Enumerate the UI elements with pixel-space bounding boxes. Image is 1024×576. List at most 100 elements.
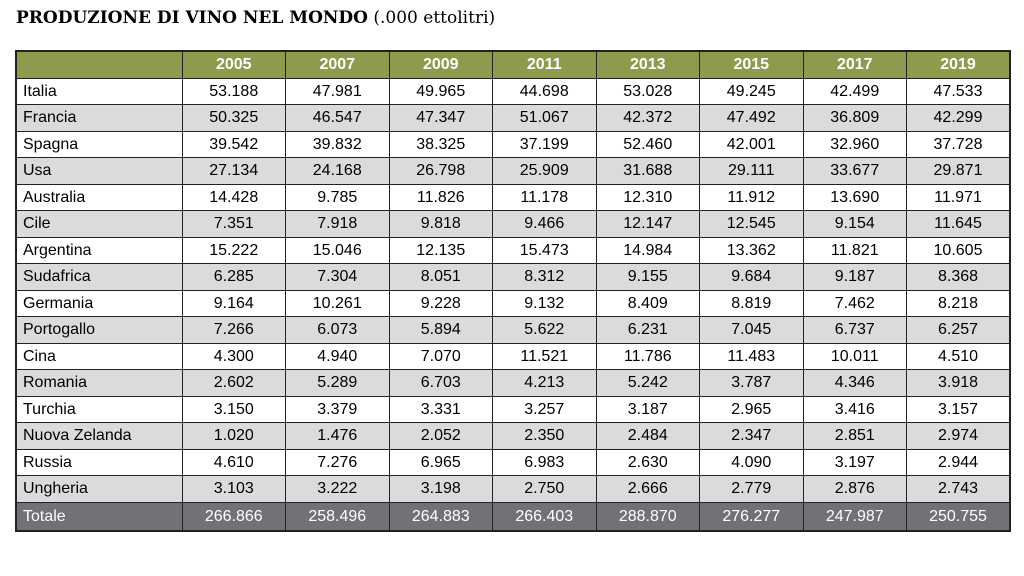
value-cell: 49.245 — [699, 77, 804, 105]
country-cell: Germania — [15, 289, 183, 317]
value-cell: 4.090 — [699, 448, 804, 476]
country-cell: Russia — [15, 448, 183, 476]
value-cell: 11.826 — [388, 183, 493, 211]
value-cell: 9.228 — [388, 289, 493, 317]
value-cell: 7.304 — [285, 263, 390, 291]
table-row: Australia 14.428 9.785 11.826 11.178 12.310 11… — [15, 183, 1011, 211]
value-cell: 27.134 — [181, 157, 286, 185]
value-cell: 2.876 — [802, 475, 907, 503]
value-cell: 3.103 — [181, 475, 286, 503]
value-cell: 3.157 — [906, 395, 1011, 423]
country-cell: Cile — [15, 210, 183, 238]
value-cell: 3.331 — [388, 395, 493, 423]
value-cell: 3.222 — [285, 475, 390, 503]
total-value-cell: 247.987 — [802, 501, 907, 531]
value-cell: 11.645 — [906, 210, 1011, 238]
table-row: Germania 9.164 10.261 9.228 9.132 8.409 8.819 7… — [15, 289, 1011, 317]
value-cell: 8.051 — [388, 263, 493, 291]
table-row: Italia 53.188 47.981 49.965 44.698 53.028 49.2… — [15, 77, 1011, 105]
total-row: Totale 266.866 258.496 264.883 266.403 288.87… — [15, 501, 1011, 531]
value-cell: 46.547 — [285, 104, 390, 132]
country-cell: Romania — [15, 369, 183, 397]
value-cell: 12.147 — [595, 210, 700, 238]
value-cell: 9.154 — [802, 210, 907, 238]
value-cell: 11.912 — [699, 183, 804, 211]
value-cell: 24.168 — [285, 157, 390, 185]
country-cell: Portogallo — [15, 316, 183, 344]
value-cell: 2.750 — [492, 475, 597, 503]
value-cell: 47.347 — [388, 104, 493, 132]
value-cell: 6.703 — [388, 369, 493, 397]
table-row: Argentina 15.222 15.046 12.135 15.473 14.984 1… — [15, 236, 1011, 264]
value-cell: 5.622 — [492, 316, 597, 344]
value-cell: 4.940 — [285, 342, 390, 370]
value-cell: 47.492 — [699, 104, 804, 132]
header-row: 2005 2007 2009 2011 2013 2015 2017 2019 — [15, 50, 1011, 79]
value-cell: 6.965 — [388, 448, 493, 476]
table-row: Romania 2.602 5.289 6.703 4.213 5.242 3.787 4.3… — [15, 369, 1011, 397]
value-cell: 11.178 — [492, 183, 597, 211]
value-cell: 3.257 — [492, 395, 597, 423]
value-cell: 26.798 — [388, 157, 493, 185]
table-row: Cina 4.300 4.940 7.070 11.521 11.786 11.483 10.… — [15, 342, 1011, 370]
value-cell: 37.199 — [492, 130, 597, 158]
value-cell: 4.510 — [906, 342, 1011, 370]
table-row: Spagna 39.542 39.832 38.325 37.199 52.460 42.0… — [15, 130, 1011, 158]
value-cell: 29.111 — [699, 157, 804, 185]
value-cell: 14.984 — [595, 236, 700, 264]
value-cell: 9.187 — [802, 263, 907, 291]
value-cell: 15.473 — [492, 236, 597, 264]
value-cell: 2.630 — [595, 448, 700, 476]
country-cell: Italia — [15, 77, 183, 105]
table-row: Sudafrica 6.285 7.304 8.051 8.312 9.155 9.684 9… — [15, 263, 1011, 291]
year-header: 2011 — [492, 50, 597, 79]
value-cell: 12.135 — [388, 236, 493, 264]
value-cell: 10.605 — [906, 236, 1011, 264]
value-cell: 7.045 — [699, 316, 804, 344]
value-cell: 4.213 — [492, 369, 597, 397]
value-cell: 9.155 — [595, 263, 700, 291]
value-cell: 2.851 — [802, 422, 907, 450]
value-cell: 12.310 — [595, 183, 700, 211]
value-cell: 9.466 — [492, 210, 597, 238]
value-cell: 39.542 — [181, 130, 286, 158]
country-cell: Sudafrica — [15, 263, 183, 291]
value-cell: 11.483 — [699, 342, 804, 370]
total-value-cell: 266.866 — [181, 501, 286, 531]
value-cell: 7.070 — [388, 342, 493, 370]
value-cell: 2.484 — [595, 422, 700, 450]
value-cell: 8.368 — [906, 263, 1011, 291]
value-cell: 7.918 — [285, 210, 390, 238]
value-cell: 13.362 — [699, 236, 804, 264]
value-cell: 7.276 — [285, 448, 390, 476]
value-cell: 37.728 — [906, 130, 1011, 158]
value-cell: 11.821 — [802, 236, 907, 264]
value-cell: 5.289 — [285, 369, 390, 397]
value-cell: 38.325 — [388, 130, 493, 158]
country-cell: Usa — [15, 157, 183, 185]
value-cell: 9.164 — [181, 289, 286, 317]
total-value-cell: 264.883 — [388, 501, 493, 531]
table-row: Nuova Zelanda 1.020 1.476 2.052 2.350 2.484 2.… — [15, 422, 1011, 450]
value-cell: 9.818 — [388, 210, 493, 238]
title-unit: (.000 ettolitri) — [373, 8, 496, 28]
value-cell: 11.786 — [595, 342, 700, 370]
value-cell: 42.372 — [595, 104, 700, 132]
country-cell: Australia — [15, 183, 183, 211]
value-cell: 42.299 — [906, 104, 1011, 132]
country-cell: Cina — [15, 342, 183, 370]
value-cell: 50.325 — [181, 104, 286, 132]
year-header: 2013 — [595, 50, 700, 79]
value-cell: 2.666 — [595, 475, 700, 503]
value-cell: 10.011 — [802, 342, 907, 370]
value-cell: 2.350 — [492, 422, 597, 450]
value-cell: 51.067 — [492, 104, 597, 132]
value-cell: 29.871 — [906, 157, 1011, 185]
country-cell: Turchia — [15, 395, 183, 423]
value-cell: 42.001 — [699, 130, 804, 158]
value-cell: 7.351 — [181, 210, 286, 238]
total-value-cell: 250.755 — [906, 501, 1011, 531]
table-title: PRODUZIONE DI VINO NEL MONDO (.000 ettol… — [16, 8, 495, 28]
value-cell: 2.347 — [699, 422, 804, 450]
value-cell: 2.965 — [699, 395, 804, 423]
